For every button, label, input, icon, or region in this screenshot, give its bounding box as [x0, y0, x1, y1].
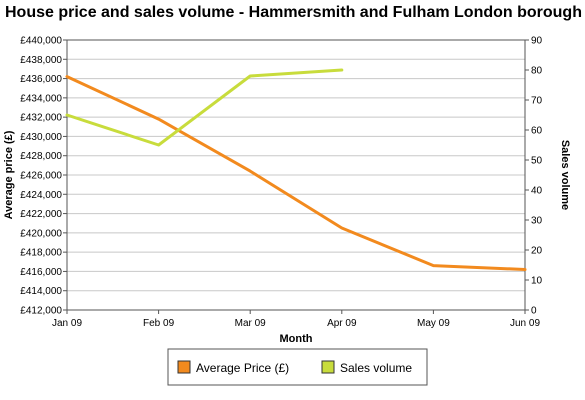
y-tick-label: £424,000	[20, 190, 62, 201]
legend-box	[167, 348, 428, 386]
y2-tick-label: 20	[531, 246, 543, 257]
y-tick-label: £430,000	[20, 132, 62, 143]
x-axis: Jan 09 Feb 09 Mar 09 Apr 09 May 09 Jun 09	[52, 310, 540, 329]
y2-tick-label: 60	[531, 126, 543, 137]
legend-swatch-average-price	[177, 360, 191, 374]
y-axis-left: £412,000 £414,000 £416,000 £418,000 £420,000…	[20, 36, 67, 317]
y-axis-right: 0 10 20 30 40 50 60 70 80 90	[525, 36, 543, 317]
x-tick-label: Apr 09	[327, 318, 357, 329]
y2-tick-label: 30	[531, 216, 543, 227]
chart-title: House price and sales volume - Hammersmi…	[5, 4, 582, 21]
series-lines	[65, 68, 527, 271]
y-tick-label: £438,000	[20, 55, 62, 66]
y-tick-label: £422,000	[20, 209, 62, 220]
grid	[67, 58, 525, 292]
y2-axis-label: Sales volume	[559, 140, 571, 210]
y-tick-label: £432,000	[20, 113, 62, 124]
y-tick-label: £420,000	[20, 228, 62, 239]
y-tick-label: £434,000	[20, 93, 62, 104]
y-tick-label: £412,000	[20, 306, 62, 317]
series-line-average-price	[65, 75, 527, 271]
x-tick-label: Jun 09	[510, 318, 540, 329]
x-axis-label: Month	[280, 333, 313, 345]
y-tick-label: £440,000	[20, 36, 62, 47]
y-tick-label: £414,000	[20, 286, 62, 297]
y-axis-label: Average price (£)	[3, 130, 15, 219]
x-tick-label: Feb 09	[143, 318, 175, 329]
legend-swatch-sales-volume	[321, 360, 335, 374]
y2-tick-label: 90	[531, 36, 543, 47]
x-tick-label: May 09	[417, 318, 450, 329]
legend: Average Price (£) Sales volume	[167, 348, 428, 386]
y-tick-label: £436,000	[20, 74, 62, 85]
legend-label-average-price: Average Price (£)	[196, 361, 289, 375]
y2-tick-label: 0	[531, 306, 537, 317]
y2-tick-label: 80	[531, 66, 543, 77]
x-tick-label: Mar 09	[235, 318, 267, 329]
y2-tick-label: 70	[531, 96, 543, 107]
y-tick-label: £428,000	[20, 151, 62, 162]
legend-label-sales-volume: Sales volume	[340, 361, 412, 375]
x-tick-label: Jan 09	[52, 318, 82, 329]
series-line-sales-volume	[65, 68, 344, 147]
y-tick-label: £426,000	[20, 171, 62, 182]
y-tick-label: £416,000	[20, 267, 62, 278]
y2-tick-label: 40	[531, 186, 543, 197]
y2-tick-label: 10	[531, 276, 543, 287]
y2-tick-label: 50	[531, 156, 543, 167]
y-tick-label: £418,000	[20, 248, 62, 259]
